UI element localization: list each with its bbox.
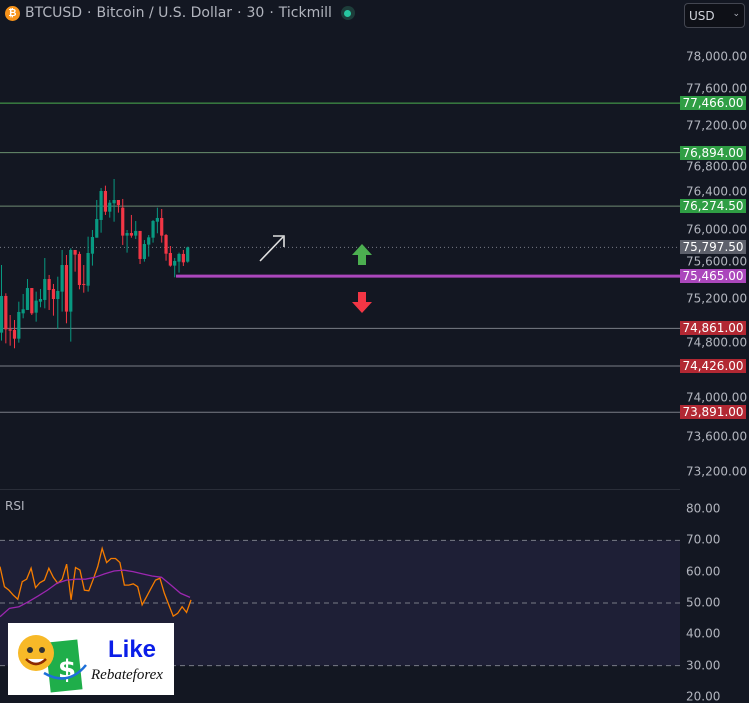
candle-body [51,288,56,299]
level-price-label: 76,894.00 [680,145,746,160]
trend-arrow-head [273,235,285,247]
svg-text:$: $ [58,655,76,685]
candle-body [142,244,146,259]
candle-body [164,235,168,254]
price-tick: 76,000.00 [686,222,748,237]
rsi-line [0,546,192,618]
candle-body [12,329,17,339]
candle-body [155,217,159,222]
candle-body [30,288,34,314]
candle-body [17,311,21,339]
candle-body [147,237,151,245]
candle-body [8,329,12,331]
candle-body [134,230,138,236]
candle-body [138,230,142,259]
candle-body [181,253,185,263]
rsi-ma-line [0,569,191,618]
candle-body [173,260,177,266]
candle-body [186,247,190,262]
candle-body [160,217,164,236]
price-tick: 77,600.00 [686,81,748,96]
price-tick: 78,000.00 [686,49,748,64]
pane-divider[interactable] [0,489,680,490]
price-tick: 74,000.00 [686,390,748,405]
logo-text-like: Like [108,636,157,663]
green-up-arrow-icon [352,244,372,265]
candle-body [177,253,181,262]
level-price-label: 77,466.00 [680,96,746,111]
separator: · [237,5,242,21]
rsi-label: RSI [5,499,25,513]
level-price-label: 73,891.00 [680,405,746,420]
candle-body [82,283,86,285]
trend-arrow-icon [259,236,284,262]
candle-body [90,237,95,254]
candle-body [112,200,116,204]
candle-body [125,233,129,236]
candle-body [56,290,60,299]
rsi-tick: 30.00 [686,658,721,673]
currency-value: USD [689,9,715,23]
candle-body [43,279,47,300]
candle-body [4,295,8,330]
currency-select[interactable]: USD ⌄ [684,3,745,28]
rsi-tick: 40.00 [686,626,721,641]
last-price-label: 75,797.50 [680,240,746,255]
price-tick: 73,200.00 [686,464,748,479]
candle-body [60,265,64,292]
symbol-description: Bitcoin / U.S. Dollar [96,5,233,21]
rsi-tick: 70.00 [686,532,721,547]
separator: · [87,5,92,21]
price-tick: 75,600.00 [686,254,748,269]
rsi-tick: 80.00 [686,501,721,516]
candle-body [0,295,4,333]
rsi-tick: 60.00 [686,564,721,579]
candle-body [86,253,90,286]
rsi-tick: 50.00 [686,595,721,610]
broker: Tickmill [278,5,332,21]
bitcoin-icon: ₿ [5,5,20,21]
candle-body [73,249,77,255]
rebateforex-logo: $ Like Rebateforex [8,623,174,695]
price-tick: 73,600.00 [686,429,748,444]
price-tick: 75,200.00 [686,291,748,306]
candle-body [25,288,30,310]
interval[interactable]: 30 [246,5,265,21]
candle-body [95,219,99,238]
candle-body [129,233,133,236]
candle-body [77,253,82,285]
candle-body [47,279,51,291]
candle-body [103,191,108,212]
candle-body [34,300,38,313]
candle-body [38,298,43,302]
market-status-icon [340,6,355,20]
candle-body [21,309,25,314]
candle-body [121,207,125,236]
candle-body [108,202,112,212]
candle-body [99,191,103,220]
logo-text-rebateforex: Rebateforex [91,667,163,683]
level-price-label: 76,274.50 [680,199,746,214]
separator: · [269,5,274,21]
candle-body [69,249,73,312]
candle-body [64,265,69,312]
level-price-label: 74,426.00 [680,359,746,373]
symbol[interactable]: BTCUSD [25,5,83,21]
price-tick: 74,800.00 [686,335,748,350]
candle-body [116,200,121,206]
chevron-down-icon: ⌄ [732,9,740,19]
level-price-label: 75,465.00 [680,269,746,284]
rsi-tick: 20.00 [686,689,721,703]
price-tick: 76,400.00 [686,184,748,199]
level-price-label: 74,861.00 [680,321,746,336]
red-down-arrow-icon [352,292,372,313]
chart-header: ₿ BTCUSD · Bitcoin / U.S. Dollar · 30 · … [5,5,355,21]
price-tick: 76,800.00 [686,159,748,174]
candle-body [168,253,172,266]
candle-body [151,221,155,238]
price-tick: 77,200.00 [686,118,748,133]
